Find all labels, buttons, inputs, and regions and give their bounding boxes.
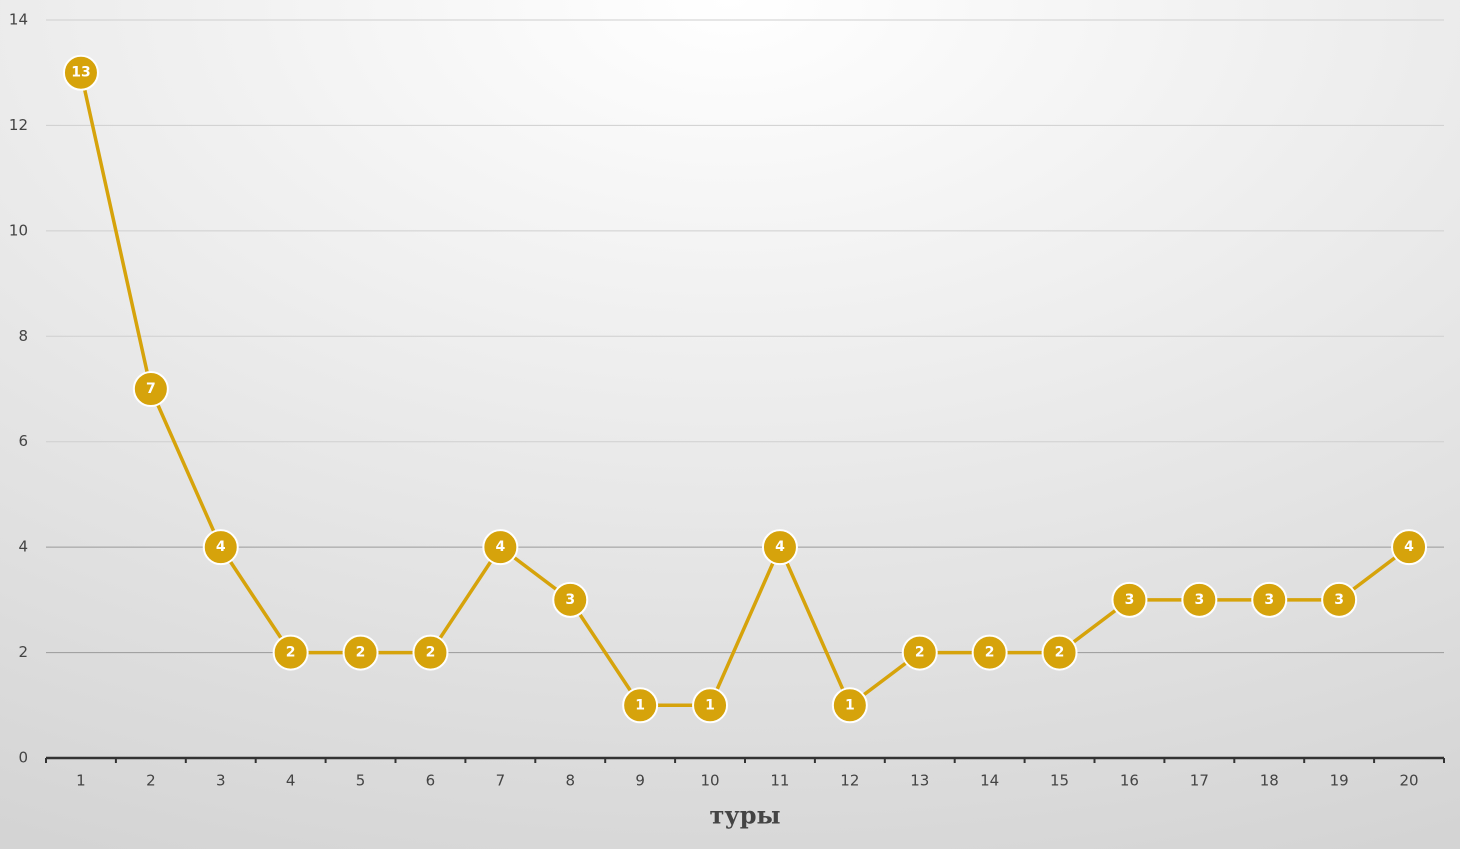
x-tick-label: 8: [565, 772, 575, 790]
x-tick-label: 7: [496, 772, 506, 790]
data-label: 3: [1334, 592, 1344, 608]
x-tick-label: 12: [840, 772, 859, 790]
x-tick-label: 18: [1260, 772, 1279, 790]
data-label: 2: [356, 645, 366, 661]
x-tick-label: 10: [701, 772, 720, 790]
data-point: [831, 687, 868, 724]
x-tick-label: 11: [770, 772, 789, 790]
x-tick-label: 1: [76, 772, 86, 790]
data-label: 3: [1125, 592, 1135, 608]
y-tick-label: 12: [9, 116, 28, 134]
data-label: 2: [426, 645, 436, 661]
x-tick-label: 2: [146, 772, 156, 790]
y-tick-label: 2: [18, 643, 28, 661]
data-point: [412, 634, 449, 671]
x-tick-label: 14: [980, 772, 999, 790]
x-tick-label: 5: [356, 772, 366, 790]
data-label: 7: [146, 381, 156, 397]
data-point: [761, 529, 798, 566]
data-point: [622, 687, 659, 724]
data-label: 3: [1194, 592, 1204, 608]
x-tick-label: 16: [1120, 772, 1139, 790]
data-label: 2: [286, 645, 296, 661]
y-tick-label: 14: [9, 11, 28, 29]
data-point: [901, 634, 938, 671]
data-point: [342, 634, 379, 671]
data-point: [1111, 581, 1148, 618]
x-tick-label: 19: [1330, 772, 1349, 790]
x-tick-label: 6: [426, 772, 436, 790]
data-label: 4: [495, 539, 505, 555]
data-label: 2: [1055, 645, 1065, 661]
x-axis: 1 2 3 4 5 6 7 8 9 10 11 12 13 14 15 16 17 18 19 20: [45, 756, 1445, 790]
data-point: [971, 634, 1008, 671]
plot: 13 7 4 2 2 2 4 3 1 1 4 1 2 2 2 3 3 3 3 4: [62, 54, 1428, 724]
data-point: [1041, 634, 1078, 671]
x-tick-label: 20: [1400, 772, 1419, 790]
data-label: 1: [845, 697, 855, 713]
data-point: [1391, 529, 1428, 566]
y-tick-label: 8: [18, 327, 28, 345]
y-tick-label: 6: [18, 432, 28, 450]
x-tick-label: 13: [910, 772, 929, 790]
data-label: 13: [71, 65, 90, 81]
data-point: [62, 54, 99, 91]
x-tick-label: 4: [286, 772, 296, 790]
data-label: 4: [216, 539, 226, 555]
data-label: 3: [565, 592, 575, 608]
data-point: [272, 634, 309, 671]
x-tick-label: 3: [216, 772, 226, 790]
x-axis-title: туры: [709, 801, 780, 830]
data-point: [132, 371, 169, 407]
data-point: [482, 529, 519, 566]
data-point: [1251, 581, 1288, 618]
data-label: 2: [915, 645, 925, 661]
data-label: 1: [705, 697, 715, 713]
data-point: [552, 581, 589, 618]
data-label: 2: [985, 645, 995, 661]
y-tick-label: 0: [18, 749, 28, 767]
data-label: 3: [1264, 592, 1274, 608]
data-point: [692, 687, 729, 724]
y-tick-label: 4: [18, 538, 28, 556]
x-tick-label: 9: [635, 772, 645, 790]
y-tick-label: 10: [9, 221, 28, 239]
data-label: 4: [1404, 539, 1414, 555]
data-label: 1: [635, 697, 645, 713]
data-label: 4: [775, 539, 785, 555]
data-point: [1321, 581, 1358, 618]
x-tick-label: 17: [1190, 772, 1209, 790]
x-tick-label: 15: [1050, 772, 1069, 790]
data-point: [202, 529, 239, 566]
data-point: [1181, 581, 1218, 618]
